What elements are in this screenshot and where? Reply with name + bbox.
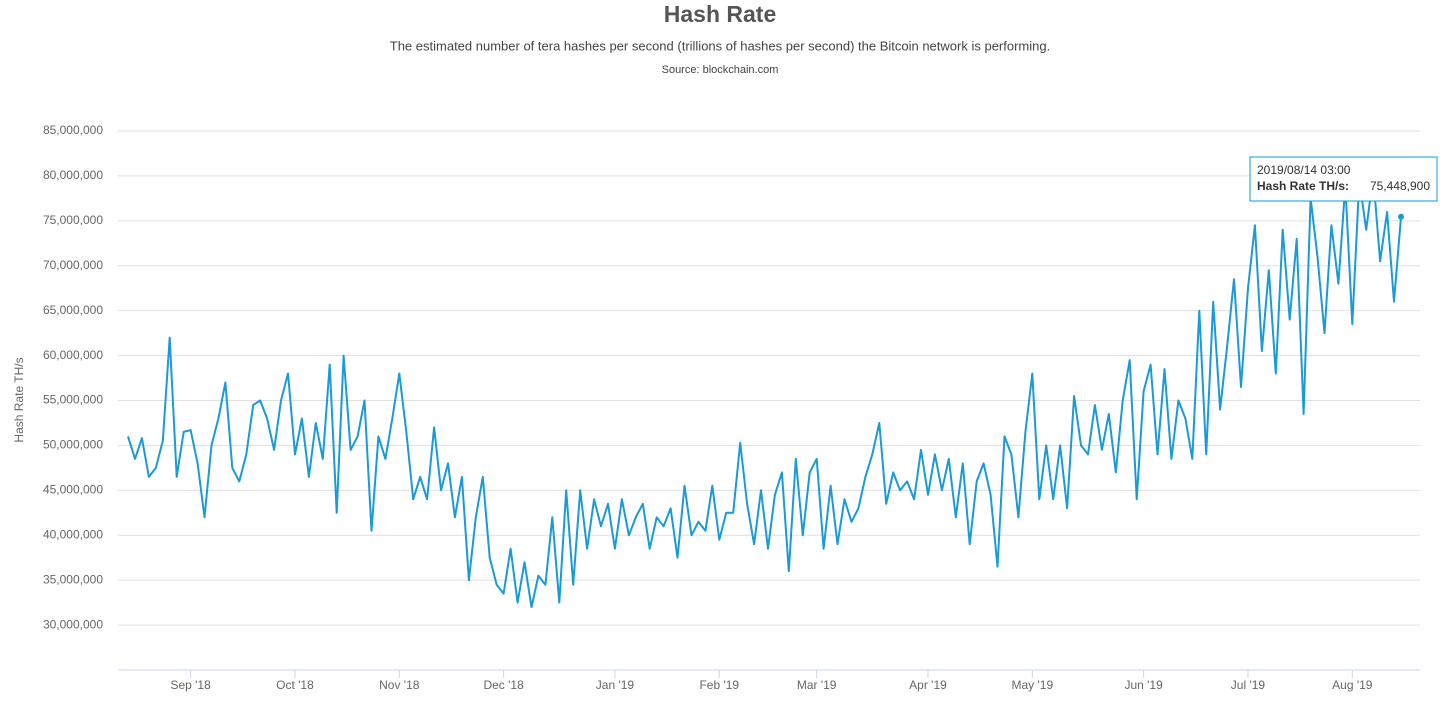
x-tick-label: Sep '18: [170, 678, 211, 692]
x-tick-label: Feb '19: [699, 678, 739, 692]
y-tick-label: 60,000,000: [43, 348, 103, 362]
y-tick-label: 35,000,000: [43, 572, 103, 586]
y-tick-label: 85,000,000: [43, 123, 103, 137]
tooltip-label: Hash Rate TH/s:: [1257, 179, 1349, 193]
y-tick-label: 65,000,000: [43, 303, 103, 317]
y-tick-label: 70,000,000: [43, 258, 103, 272]
x-tick-label: Apr '19: [909, 678, 947, 692]
chart-title: Hash Rate: [664, 1, 776, 27]
tooltip-value: 75,448,900: [1370, 179, 1430, 193]
x-tick-label: Nov '18: [379, 678, 420, 692]
y-tick-label: 80,000,000: [43, 168, 103, 182]
x-tick-label: Jan '19: [596, 678, 635, 692]
x-tick-label: Jun '19: [1124, 678, 1163, 692]
x-tick-label: Jul '19: [1231, 678, 1266, 692]
tooltip-box: [1249, 156, 1438, 202]
y-tick-label: 75,000,000: [43, 213, 103, 227]
x-tick-label: Oct '18: [276, 678, 314, 692]
x-tick-label: Aug '19: [1332, 678, 1373, 692]
x-tick-label: Dec '18: [483, 678, 524, 692]
tooltip: 2019/08/14 03:00 Hash Rate TH/s: 75,448,90…: [1249, 156, 1438, 202]
series-line: [127, 174, 1402, 609]
y-tick-label: 30,000,000: [43, 617, 103, 631]
y-tick-label: 45,000,000: [43, 483, 103, 497]
y-axis-label: Hash Rate TH/s: [12, 357, 26, 442]
x-tick-label: May '19: [1011, 678, 1053, 692]
chart-source: Source: blockchain.com: [662, 64, 779, 76]
x-tick-label: Mar '19: [797, 678, 837, 692]
y-tick-label: 55,000,000: [43, 393, 103, 407]
tooltip-title: 2019/08/14 03:00: [1257, 163, 1351, 177]
hover-point: [1398, 213, 1404, 220]
y-tick-label: 50,000,000: [43, 438, 103, 452]
chart-subtitle: The estimated number of tera hashes per …: [390, 38, 1050, 53]
y-tick-label: 40,000,000: [43, 527, 103, 541]
